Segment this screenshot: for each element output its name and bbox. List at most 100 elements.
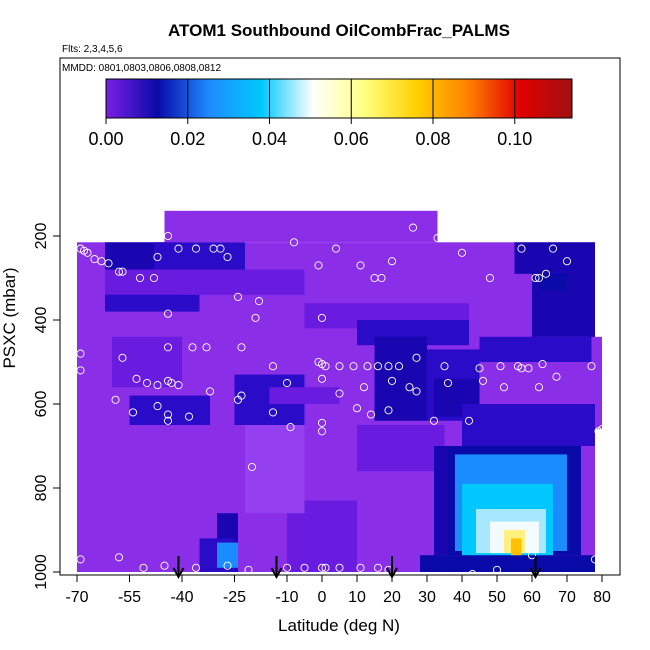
y-tick-label: 1000 (33, 554, 50, 590)
y-tick-label: 800 (33, 475, 50, 502)
sample-point (317, 374, 327, 383)
sample-point (268, 362, 278, 371)
sample-point (300, 563, 309, 572)
arrow-marker (270, 556, 283, 580)
sample-point (237, 343, 246, 352)
x-tick-label: 80 (593, 589, 611, 606)
sample-point (335, 362, 344, 371)
field-cell (217, 542, 238, 568)
field-cell (112, 336, 182, 388)
sample-point (373, 362, 383, 371)
y-tick-label: 600 (33, 391, 50, 418)
sample-point (538, 360, 547, 369)
dates-note: MMDD: 0801,0803,0806,0808,0812 (62, 63, 221, 74)
sample-point (163, 416, 173, 425)
sample-point (142, 378, 152, 388)
colorbar-gradient (105, 78, 573, 119)
sample-point (552, 372, 561, 381)
field-cell (269, 387, 340, 404)
sample-point (387, 257, 397, 266)
sample-point (587, 362, 596, 371)
sample-point (405, 383, 414, 392)
sample-point (76, 349, 85, 358)
sample-point (83, 248, 92, 257)
sample-point (160, 561, 169, 570)
chart-title: ATOM1 Southbound OilCombFrac_PALMS (168, 21, 510, 40)
sample-point (118, 353, 127, 362)
sample-point (223, 561, 232, 570)
colorbar-tick-label: 0.02 (170, 129, 205, 149)
x-tick-label: 60 (523, 589, 541, 606)
x-tick-label: 40 (453, 589, 471, 606)
colorbar-tick-label: 0.00 (88, 129, 123, 149)
sample-point (475, 364, 484, 373)
sample-point (289, 238, 299, 247)
field-cell (105, 269, 305, 295)
x-tick-label: 10 (348, 589, 366, 606)
x-tick-label: 20 (383, 589, 401, 606)
sample-point (174, 244, 183, 253)
sample-point (517, 244, 526, 253)
y-tick-label: 200 (33, 223, 50, 250)
sample-point (384, 362, 393, 371)
sample-point (527, 551, 537, 560)
sample-point (594, 427, 603, 436)
colorbar-tick-label: 0.10 (497, 129, 532, 149)
sample-point (244, 565, 253, 574)
sample-point (282, 378, 292, 388)
sample-point (548, 244, 558, 253)
y-axis: 200 400 600 800 1000 (33, 223, 61, 590)
sample-point (496, 362, 505, 371)
sample-point (499, 383, 509, 392)
field-cell (514, 242, 595, 274)
plot-area (60, 58, 620, 581)
field-cell (479, 336, 592, 362)
x-tick-label: -25 (223, 589, 246, 606)
sample-point (492, 565, 502, 574)
field-cell (105, 294, 200, 312)
sample-point (317, 427, 327, 436)
sample-point (153, 381, 162, 390)
sample-point (359, 383, 369, 392)
x-tick-label: -10 (275, 589, 298, 606)
sample-point (534, 273, 544, 283)
sample-point (216, 244, 225, 253)
y-axis-label: PSXC (mbar) (0, 267, 19, 368)
sample-point (531, 273, 540, 283)
sample-point (373, 563, 383, 572)
sample-point (408, 223, 418, 232)
field-cell (595, 336, 602, 430)
x-tick-label: -55 (118, 589, 141, 606)
sample-point (440, 362, 449, 371)
sample-point (104, 259, 113, 268)
sample-point (174, 381, 183, 390)
field-cell (245, 425, 305, 514)
sample-point (541, 269, 551, 278)
sample-point (429, 416, 439, 425)
sample-point (153, 252, 162, 262)
sample-point (335, 563, 344, 572)
colorbar-tick-label: 0.08 (415, 129, 450, 149)
sample-point (317, 418, 327, 427)
x-tick-label: 70 (558, 589, 576, 606)
sample-point (202, 343, 211, 352)
sample-point (317, 313, 327, 322)
sample-point (237, 391, 246, 400)
sample-point (377, 273, 386, 283)
x-tick-label: -40 (170, 589, 193, 606)
sample-point (163, 343, 173, 352)
sample-point (335, 389, 344, 398)
sample-point (524, 364, 533, 373)
sample-point (251, 313, 260, 322)
field-cell (357, 425, 445, 472)
colorbar-tick-label: 0.04 (252, 129, 287, 149)
sample-point (366, 410, 376, 419)
sample-point (562, 257, 572, 266)
sample-point (394, 362, 404, 371)
field-cell (539, 273, 567, 291)
field-cell (511, 538, 522, 556)
sample-point (356, 261, 365, 270)
sample-point (321, 362, 330, 371)
sample-points (76, 223, 607, 581)
